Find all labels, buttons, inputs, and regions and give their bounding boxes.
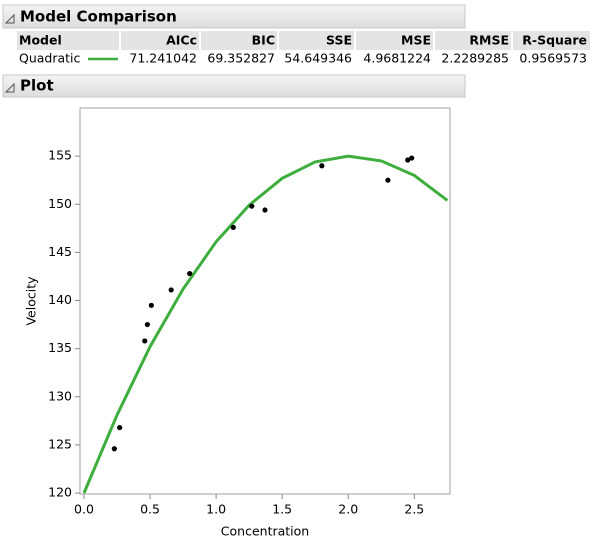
section-title: Plot xyxy=(20,77,54,95)
y-tick-label: 120 xyxy=(48,485,72,500)
column-header: BIC xyxy=(252,33,275,48)
data-point xyxy=(262,207,268,213)
x-axis-label: Concentration xyxy=(221,524,309,539)
x-tick-label: 0.0 xyxy=(74,502,94,517)
section-bar[interactable] xyxy=(2,4,466,29)
y-tick-label: 140 xyxy=(48,292,72,307)
table-cell: Quadratic xyxy=(19,51,81,66)
data-point xyxy=(168,287,174,293)
y-tick-label: 135 xyxy=(48,340,72,355)
x-tick-label: 0.5 xyxy=(140,502,160,517)
x-tick-label: 1.0 xyxy=(206,502,226,517)
column-header: SSE xyxy=(326,33,352,48)
table-cell: 0.9569573 xyxy=(519,51,587,66)
table-cell: 69.352827 xyxy=(207,51,275,66)
column-header: Model xyxy=(19,33,62,48)
x-tick-label: 2.5 xyxy=(404,502,424,517)
data-point xyxy=(249,203,255,209)
data-point xyxy=(385,177,391,183)
section-bar[interactable] xyxy=(2,74,466,98)
column-header: R-Square xyxy=(522,33,587,48)
data-point xyxy=(142,338,148,344)
data-point xyxy=(405,157,411,163)
data-point xyxy=(409,155,415,161)
y-tick-label: 145 xyxy=(48,244,72,259)
data-point xyxy=(319,163,325,169)
section-title: Model Comparison xyxy=(20,8,177,26)
table-cell: 4.9681224 xyxy=(363,51,431,66)
data-point xyxy=(117,424,123,431)
table-header-bg xyxy=(17,31,590,50)
table-cell: 54.649346 xyxy=(284,51,352,66)
data-point xyxy=(187,270,193,277)
data-point xyxy=(148,302,154,308)
x-tick-label: 2.0 xyxy=(338,502,358,517)
y-tick-label: 155 xyxy=(48,148,72,163)
y-axis-label: Velocity xyxy=(24,276,39,326)
y-tick-label: 125 xyxy=(48,436,72,451)
data-point xyxy=(144,321,150,328)
y-tick-label: 130 xyxy=(48,388,72,403)
column-header: AICc xyxy=(166,33,197,48)
column-header: MSE xyxy=(401,33,431,48)
x-tick-label: 1.5 xyxy=(272,502,292,517)
fit-curve xyxy=(82,154,449,494)
disclosure-icon[interactable] xyxy=(4,82,15,93)
table-cell: 71.241042 xyxy=(129,51,197,66)
table-cell: 2.2289285 xyxy=(441,51,509,66)
column-header: RMSE xyxy=(469,33,509,48)
y-tick-label: 150 xyxy=(48,196,72,211)
data-point xyxy=(111,446,117,452)
disclosure-icon[interactable] xyxy=(4,13,15,24)
data-point xyxy=(230,224,236,230)
plot-frame xyxy=(79,107,451,495)
